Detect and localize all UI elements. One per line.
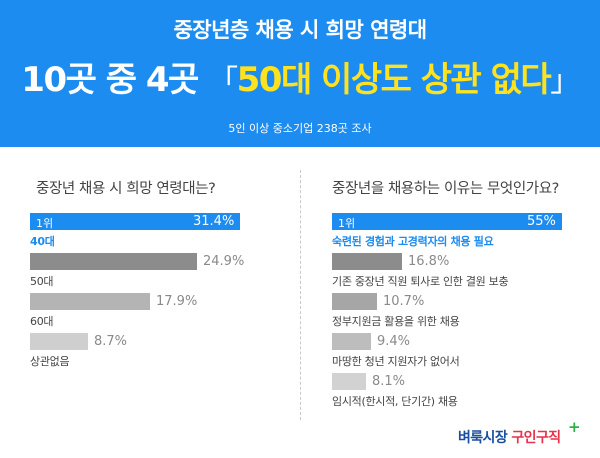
- bar-category-label: 기존 중장년 직원 퇴사로 인한 결원 보충: [332, 275, 509, 288]
- bar: [332, 333, 371, 350]
- bar-item: 8.7% 상관없음: [30, 333, 290, 377]
- bar: [332, 253, 402, 270]
- bar-category-label: 숙련된 경험과 고경력자의 채용 필요: [332, 235, 494, 248]
- headline-plain-text: 10곳 중 4곳: [21, 60, 209, 100]
- headline-bracket-close: 」: [550, 64, 580, 99]
- bar-value-label: 24.9%: [203, 254, 245, 269]
- bar: [30, 213, 240, 230]
- bar: [332, 213, 562, 230]
- bar-value-label: 31.4%: [193, 214, 235, 229]
- reason-chart-title: 중장년을 채용하는 이유는 무엇인가요?: [332, 181, 559, 197]
- bar-category-label: 50대: [30, 275, 54, 288]
- rank-badge: 1위: [36, 217, 54, 230]
- bar: [332, 373, 366, 390]
- survey-note: 5인 이상 중소기업 238곳 조사: [228, 122, 372, 135]
- headline-highlight-text: 50대 이상도 상관 없다: [236, 60, 552, 100]
- bar: [30, 253, 197, 270]
- age-bar-chart: 31.4% 1위 40대 24.9% 50대 17.9% 60대 8.7% 상관없음: [30, 213, 300, 443]
- bar-item: 8.1% 임시적(한시적, 단기간) 채용: [332, 373, 592, 417]
- age-preference-panel: 중장년 채용 시 희망 연령대는? 31.4% 1위 40대 24.9% 50대 17.9…: [0, 147, 300, 458]
- header-banner: 중장년층 채용 시 희망 연령대 10곳 중 4곳 「50대 이상도 상관 없다…: [0, 0, 600, 147]
- logo-text-primary: 벼룩시장: [458, 430, 508, 446]
- panel-divider: [300, 170, 301, 420]
- bar-value-label: 16.8%: [408, 254, 450, 269]
- bar-value-label: 17.9%: [156, 294, 198, 309]
- bar-item: 10.7% 정부지원금 활용을 위한 채용: [332, 293, 592, 337]
- bar-category-label: 정부지원금 활용을 위한 채용: [332, 315, 460, 328]
- bar-item: 31.4% 1위 40대: [30, 213, 290, 257]
- banner-headline: 10곳 중 4곳 「50대 이상도 상관 없다」: [0, 52, 600, 101]
- bar-category-label: 상관없음: [30, 355, 70, 368]
- bar: [30, 333, 88, 350]
- banner-subtitle: 중장년층 채용 시 희망 연령대: [173, 18, 427, 42]
- headline-bracket-open: 「: [208, 64, 238, 99]
- bar-item: 24.9% 50대: [30, 253, 290, 297]
- bar-value-label: 10.7%: [383, 294, 425, 309]
- age-chart-title: 중장년 채용 시 희망 연령대는?: [36, 181, 216, 197]
- bar-value-label: 8.7%: [94, 334, 128, 349]
- bar: [332, 293, 377, 310]
- bar-value-label: 8.1%: [372, 374, 406, 389]
- bar-value-label: 55%: [527, 214, 556, 229]
- rank-badge: 1위: [338, 217, 356, 230]
- bar-category-label: 마땅한 청년 지원자가 없어서: [332, 355, 460, 368]
- bar-category-label: 40대: [30, 235, 55, 248]
- bar-value-label: 9.4%: [377, 334, 411, 349]
- bar-item: 16.8% 기존 중장년 직원 퇴사로 인한 결원 보충: [332, 253, 592, 297]
- logo-text-secondary: 구인구직: [511, 430, 561, 446]
- bar: [30, 293, 150, 310]
- bar-item: 9.4% 마땅한 청년 지원자가 없어서: [332, 333, 592, 377]
- bar-category-label: 60대: [30, 315, 54, 328]
- brand-logo: 벼룩시장 구인구직 +: [458, 418, 581, 447]
- bar-item: 17.9% 60대: [30, 293, 290, 337]
- bar-category-label: 임시적(한시적, 단기간) 채용: [332, 395, 458, 408]
- logo-plus-icon: +: [568, 418, 581, 436]
